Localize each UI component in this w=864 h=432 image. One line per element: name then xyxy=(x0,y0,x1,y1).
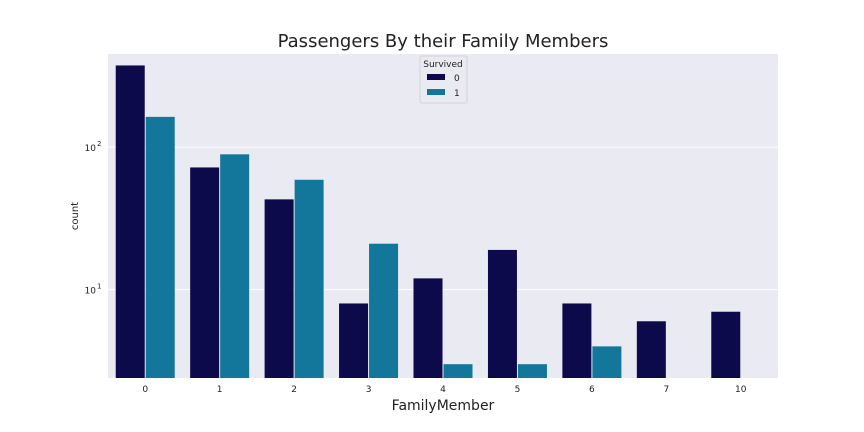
x-axis-label: FamilyMember xyxy=(392,398,495,414)
x-tick-label: 10 xyxy=(735,385,747,395)
y-tick-exponent: 1 xyxy=(97,283,101,291)
x-tick-label: 2 xyxy=(291,385,297,395)
bar-survived-1-family-3 xyxy=(369,244,398,378)
x-tick-label: 1 xyxy=(217,385,223,395)
legend-label-0: 0 xyxy=(454,74,460,84)
y-tick-label: 10 xyxy=(85,287,97,297)
legend-swatch-1 xyxy=(427,89,445,95)
bar-survived-0-family-1 xyxy=(190,167,219,378)
x-tick-label: 5 xyxy=(515,385,521,395)
y-axis-label: count xyxy=(70,202,81,230)
bar-survived-0-family-0 xyxy=(116,65,145,378)
bar-survived-1-family-5 xyxy=(518,364,547,378)
bar-survived-0-family-10 xyxy=(711,312,740,378)
x-tick-label: 4 xyxy=(440,385,446,395)
legend-swatch-0 xyxy=(427,74,445,80)
x-tick-label: 3 xyxy=(366,385,372,395)
x-tick-labels: 0 1 2 3 4 5 6 7 10 xyxy=(142,385,746,395)
bar-survived-0-family-7 xyxy=(637,321,666,378)
bar-survived-1-family-4 xyxy=(444,364,473,378)
bar-survived-1-family-1 xyxy=(220,154,249,378)
chart-title: Passengers By their Family Members xyxy=(278,31,609,52)
x-tick-label: 0 xyxy=(142,385,148,395)
bar-survived-0-family-2 xyxy=(265,199,294,378)
x-tick-label: 7 xyxy=(663,385,669,395)
bar-survived-0-family-3 xyxy=(339,303,368,378)
legend-label-1: 1 xyxy=(454,89,460,99)
bar-survived-0-family-4 xyxy=(414,278,443,378)
bar-survived-1-family-6 xyxy=(592,346,621,378)
x-tick-label: 6 xyxy=(589,385,595,395)
bar-survived-0-family-5 xyxy=(488,250,517,378)
bar-survived-1-family-2 xyxy=(295,180,324,378)
y-tick-label: 10 xyxy=(85,144,97,154)
bar-survived-0-family-6 xyxy=(562,303,591,378)
y-tick-exponent: 2 xyxy=(97,140,101,148)
bar-survived-1-family-0 xyxy=(146,117,175,378)
legend-title: Survived xyxy=(423,60,463,70)
legend: Survived 0 1 xyxy=(420,56,467,103)
